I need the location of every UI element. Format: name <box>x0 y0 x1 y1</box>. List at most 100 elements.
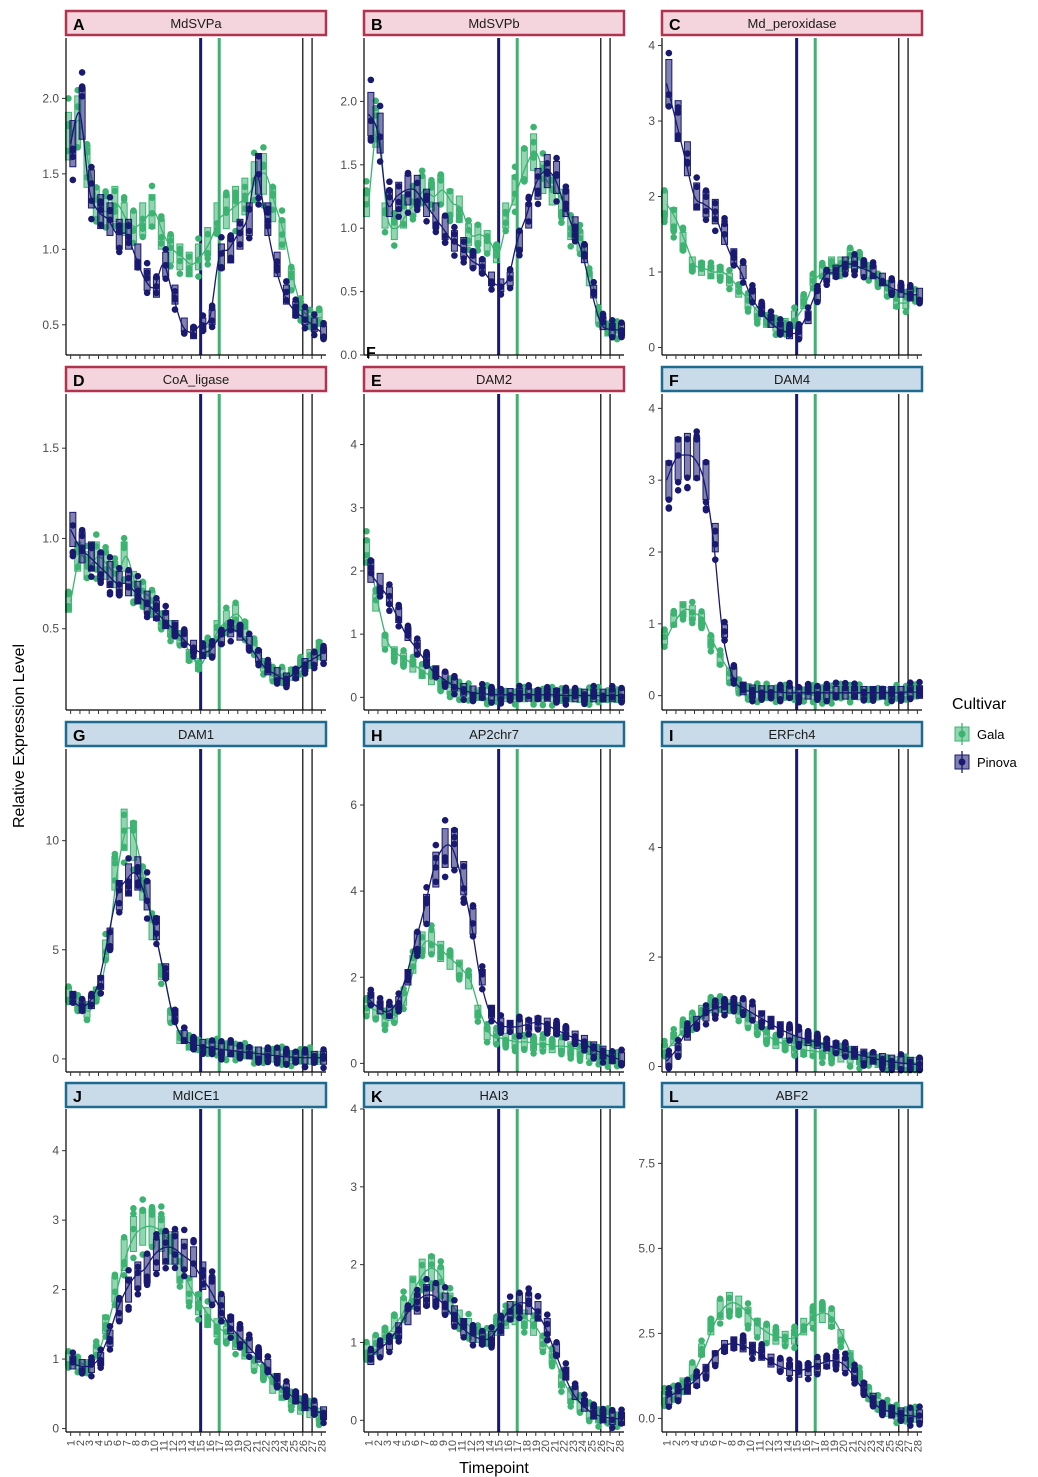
x-tick-label: 19 <box>531 1440 543 1452</box>
point-pinova <box>851 271 858 279</box>
point-gala <box>744 305 752 313</box>
point-pinova <box>562 183 570 190</box>
point-pinova <box>506 1316 514 1323</box>
point-pinova <box>543 685 551 693</box>
point-pinova <box>125 222 132 229</box>
y-tick-label: 4 <box>350 438 357 452</box>
point-pinova <box>423 217 430 225</box>
point-pinova <box>776 321 784 328</box>
point-gala <box>195 1290 202 1298</box>
point-pinova <box>171 1232 179 1240</box>
x-tick-label: 7 <box>419 1440 431 1446</box>
point-gala <box>837 1343 845 1351</box>
point-pinova <box>283 278 290 285</box>
point-pinova <box>301 324 309 332</box>
point-pinova <box>423 1296 430 1304</box>
point-pinova <box>916 298 923 306</box>
point-pinova <box>395 603 403 611</box>
point-pinova <box>581 1041 588 1049</box>
point-gala <box>185 1302 193 1310</box>
point-pinova <box>888 697 895 705</box>
x-tick-label: 6 <box>708 1440 720 1446</box>
point-pinova <box>879 1063 886 1070</box>
point-gala <box>726 1313 733 1320</box>
point-pinova <box>534 1292 542 1300</box>
point-pinova <box>767 313 775 320</box>
y-tick-label: 0 <box>648 689 655 703</box>
point-pinova <box>115 222 123 229</box>
legend-title: Cultivar <box>952 696 1007 713</box>
series-line-pinova <box>70 872 322 1059</box>
point-pinova <box>906 1059 914 1067</box>
point-gala <box>726 275 733 283</box>
point-pinova <box>618 1046 625 1054</box>
point-pinova <box>162 602 169 610</box>
point-pinova <box>665 496 673 503</box>
point-pinova <box>571 1382 579 1390</box>
point-pinova <box>153 594 160 602</box>
point-pinova <box>786 321 793 328</box>
point-gala <box>483 1038 491 1046</box>
point-gala <box>828 1059 835 1067</box>
point-pinova <box>767 1017 775 1024</box>
point-pinova <box>69 153 77 161</box>
point-pinova <box>404 209 412 216</box>
point-gala <box>437 1263 445 1271</box>
point-pinova <box>441 668 449 675</box>
point-pinova <box>814 682 821 690</box>
point-pinova <box>534 187 542 195</box>
point-pinova <box>245 227 253 235</box>
point-pinova <box>702 458 710 466</box>
point-gala <box>828 1323 835 1330</box>
point-pinova <box>869 686 877 693</box>
y-tick-label: 4 <box>52 1144 59 1158</box>
point-gala <box>391 1311 398 1318</box>
point-pinova <box>162 261 169 269</box>
point-pinova <box>851 1380 858 1387</box>
point-pinova <box>711 1361 719 1369</box>
strip-title: MdSVPa <box>170 16 222 31</box>
point-pinova <box>851 680 858 687</box>
point-gala <box>428 1252 435 1260</box>
point-gala <box>902 308 910 316</box>
x-tick-label: 16 <box>503 1440 515 1452</box>
y-tick-label: 6 <box>350 798 357 812</box>
point-pinova <box>478 963 486 970</box>
point-pinova <box>469 1321 477 1329</box>
point-pinova <box>413 635 421 642</box>
point-gala <box>558 219 565 226</box>
panel-b: MdSVPb B 0.0 0.5 1.0 1.5 2.0 <box>340 9 626 362</box>
point-pinova <box>478 255 486 263</box>
point-pinova <box>106 194 114 201</box>
point-gala <box>679 242 687 249</box>
point-gala <box>120 1233 128 1241</box>
point-gala <box>586 701 593 708</box>
x-tick-label: 14 <box>782 1440 794 1452</box>
point-gala <box>148 1211 156 1218</box>
x-tick-label: 20 <box>540 1440 552 1452</box>
point-pinova <box>758 1353 765 1360</box>
point-gala <box>139 1207 147 1215</box>
point-pinova <box>497 291 505 298</box>
y-tick-label: 1 <box>52 1352 59 1366</box>
point-pinova <box>702 207 710 215</box>
point-gala <box>679 601 687 609</box>
point-gala <box>670 610 678 617</box>
point-pinova <box>581 1391 588 1399</box>
point-pinova <box>386 607 393 615</box>
point-gala <box>679 247 687 254</box>
point-pinova <box>367 1345 375 1353</box>
point-gala <box>474 1018 482 1025</box>
point-gala <box>809 1052 817 1060</box>
point-gala <box>176 257 184 265</box>
point-gala <box>437 1258 445 1265</box>
point-gala <box>148 223 156 230</box>
point-pinova <box>562 696 570 703</box>
point-pinova <box>608 1047 616 1055</box>
series-line-pinova <box>666 1342 918 1418</box>
point-pinova <box>749 1355 756 1363</box>
series-line-pinova <box>70 529 322 680</box>
point-pinova <box>795 1368 803 1376</box>
point-gala <box>707 1321 715 1328</box>
point-pinova <box>469 903 477 910</box>
